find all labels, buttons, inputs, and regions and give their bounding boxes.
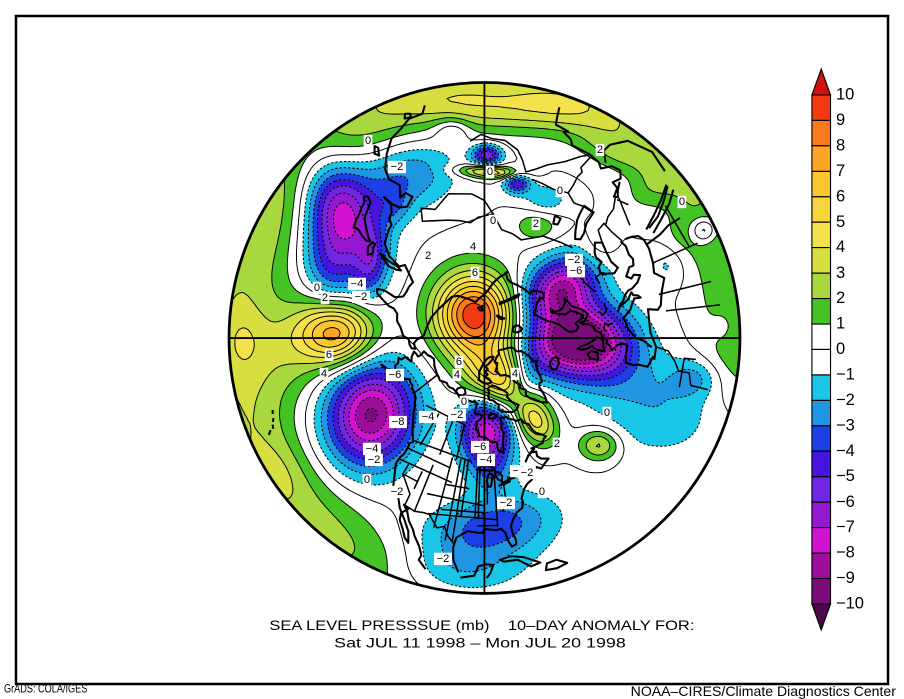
svg-text:−2: −2 xyxy=(368,454,381,466)
svg-text:6: 6 xyxy=(472,267,478,279)
svg-text:8: 8 xyxy=(836,135,845,154)
svg-text:−8: −8 xyxy=(392,416,405,428)
svg-text:−9: −9 xyxy=(836,568,855,587)
svg-text:0: 0 xyxy=(539,486,545,498)
svg-text:5: 5 xyxy=(836,212,845,231)
svg-text:2: 2 xyxy=(597,144,603,156)
svg-text:−2: −2 xyxy=(568,254,581,266)
svg-text:0: 0 xyxy=(487,166,493,178)
svg-text:2: 2 xyxy=(322,292,328,304)
svg-text:−4: −4 xyxy=(480,454,493,466)
svg-text:4: 4 xyxy=(512,368,518,380)
svg-text:−2: −2 xyxy=(500,497,513,509)
svg-text:7: 7 xyxy=(836,161,845,180)
svg-text:−6: −6 xyxy=(570,265,583,277)
svg-text:−4: −4 xyxy=(422,411,435,423)
svg-text:Sat JUL 11 1998 – Mon JUL 20 1: Sat JUL 11 1998 – Mon JUL 20 1998 xyxy=(334,635,626,650)
svg-text:−2: −2 xyxy=(451,409,464,421)
svg-text:4: 4 xyxy=(321,368,327,380)
svg-text:GrADS: COLA/IGES: GrADS: COLA/IGES xyxy=(4,681,87,695)
svg-text:6: 6 xyxy=(326,349,332,361)
svg-text:−6: −6 xyxy=(836,492,855,511)
svg-text:6: 6 xyxy=(836,186,845,205)
svg-text:−6: −6 xyxy=(389,369,402,381)
svg-text:0: 0 xyxy=(490,215,496,227)
svg-text:1: 1 xyxy=(836,314,845,333)
svg-text:0: 0 xyxy=(557,185,563,197)
svg-text:−4: −4 xyxy=(366,443,379,455)
svg-text:−3: −3 xyxy=(836,415,855,434)
svg-text:−7: −7 xyxy=(836,517,855,536)
svg-text:−2: −2 xyxy=(355,291,368,303)
svg-text:−4: −4 xyxy=(836,441,855,460)
svg-text:−6: −6 xyxy=(474,441,487,453)
svg-text:SEA LEVEL PRESSSUE (mb) 10–: SEA LEVEL PRESSSUE (mb) 10–DAY ANOMALY F… xyxy=(269,618,694,633)
svg-text:0: 0 xyxy=(461,396,467,408)
svg-text:−2: −2 xyxy=(391,486,404,498)
svg-text:2: 2 xyxy=(425,250,431,262)
svg-text:0: 0 xyxy=(836,339,845,358)
svg-text:−4: −4 xyxy=(351,278,364,290)
svg-text:0: 0 xyxy=(314,282,320,294)
svg-text:0: 0 xyxy=(364,474,370,486)
svg-text:−8: −8 xyxy=(836,543,855,562)
svg-text:NOAA–CIRES/Climate Diagnostics: NOAA–CIRES/Climate Diagnostics Center xyxy=(631,684,897,699)
svg-text:3: 3 xyxy=(836,263,845,282)
svg-text:0: 0 xyxy=(679,196,685,208)
svg-text:−2: −2 xyxy=(391,161,404,173)
svg-text:6: 6 xyxy=(456,356,462,368)
svg-text:0: 0 xyxy=(365,135,371,147)
svg-text:−2: −2 xyxy=(437,553,450,565)
svg-text:2: 2 xyxy=(836,288,845,307)
svg-text:10: 10 xyxy=(836,85,854,104)
svg-text:−1: −1 xyxy=(836,364,855,383)
svg-text:0: 0 xyxy=(604,407,610,419)
svg-text:4: 4 xyxy=(454,369,460,381)
svg-text:9: 9 xyxy=(836,110,845,129)
svg-text:2: 2 xyxy=(554,438,560,450)
svg-text:−2: −2 xyxy=(521,467,534,479)
svg-text:4: 4 xyxy=(836,237,845,256)
svg-text:2: 2 xyxy=(533,218,539,230)
svg-text:−10: −10 xyxy=(836,594,864,613)
svg-text:−5: −5 xyxy=(836,466,855,485)
svg-text:4: 4 xyxy=(470,241,476,253)
svg-text:−2: −2 xyxy=(836,390,855,409)
